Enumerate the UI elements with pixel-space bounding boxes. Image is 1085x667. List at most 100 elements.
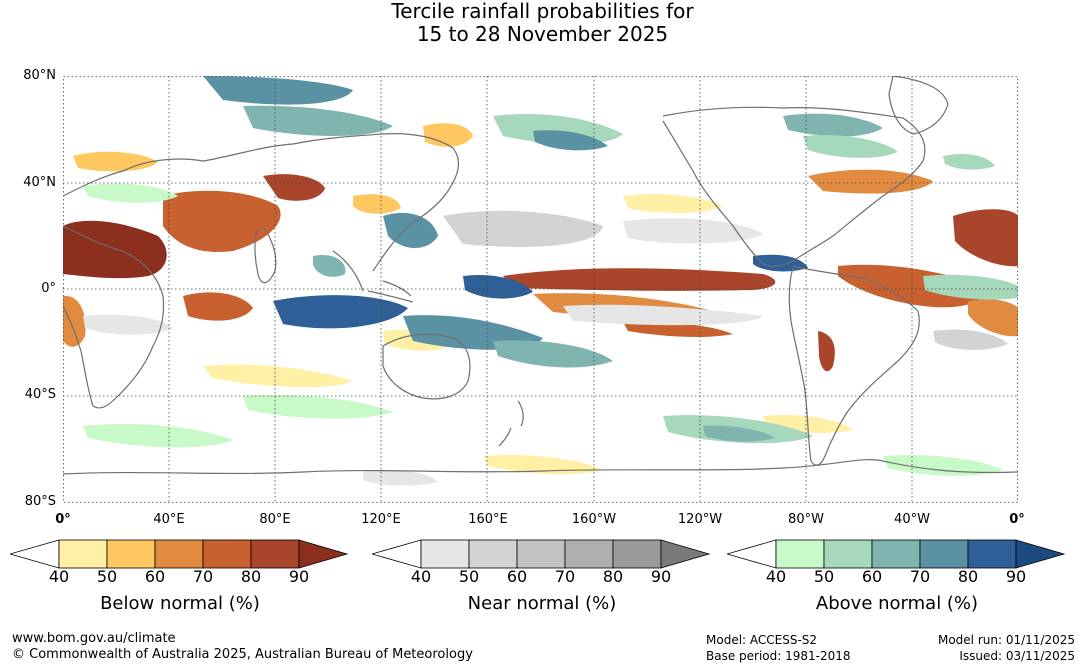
coastline-southeast-asia <box>332 250 414 303</box>
coastline-north-america <box>662 106 926 267</box>
footer-website: www.bom.gov.au/climate <box>12 631 176 646</box>
below-normal-region <box>203 364 353 388</box>
colorbar-cell-near-70-80 <box>564 539 614 569</box>
above-normal-region <box>883 454 1003 476</box>
above-normal-region <box>273 295 408 329</box>
below-normal-region <box>423 123 473 147</box>
below-normal-region <box>623 194 723 213</box>
lon-label-160w: 160°W <box>571 512 617 527</box>
lon-label-40w: 40°W <box>894 512 930 527</box>
lon-label-0-left: 0° <box>55 512 71 527</box>
coastline-india <box>254 225 277 284</box>
lat-label-40n: 40°N <box>23 175 56 190</box>
title-line-2: 15 to 28 November 2025 <box>416 22 669 46</box>
colorbar-cell-near-40-50 <box>420 539 470 569</box>
legend-tick: 90 <box>288 567 310 586</box>
legend-above-normal: 40 50 60 70 80 90 Above normal (%) <box>727 537 1072 617</box>
above-normal-region <box>943 154 995 170</box>
colorbar-cell-near-gt90 <box>660 539 711 569</box>
above-normal-region <box>83 423 233 448</box>
below-normal-region <box>483 454 603 475</box>
above-normal-region <box>203 76 353 105</box>
coastline-australia <box>382 333 471 400</box>
footer-issued: Issued: 03/11/2025 <box>959 649 1075 663</box>
map-shading <box>63 76 1018 486</box>
legend-tick: 90 <box>650 567 672 586</box>
legend-title-above-normal: Above normal (%) <box>815 593 979 614</box>
colorbar-cell-above-80-90 <box>967 539 1017 569</box>
legend-tick: 40 <box>410 567 432 586</box>
colorbar-cell-near-lt40 <box>372 539 422 569</box>
colorbar-cell-below-80-90 <box>250 539 300 569</box>
footer-model-run: Model run: 01/11/2025 <box>937 633 1075 647</box>
near-normal-region <box>443 210 603 247</box>
lat-label-80s: 80°S <box>24 494 56 509</box>
below-normal-region <box>183 292 253 321</box>
above-normal-region <box>803 134 898 158</box>
colorbar-cell-below-70-80 <box>202 539 252 569</box>
rainfall-probability-map <box>63 76 1018 503</box>
legend-tick: 80 <box>957 567 979 586</box>
legend-tick: 40 <box>48 567 70 586</box>
above-normal-region <box>83 183 178 203</box>
legend-title-below-normal: Below normal (%) <box>100 593 260 614</box>
lon-label-40e: 40°E <box>153 512 185 527</box>
above-normal-region <box>703 425 775 442</box>
legend-tick: 60 <box>861 567 883 586</box>
lon-label-80w: 80°W <box>788 512 824 527</box>
coastline-south-america <box>788 265 920 466</box>
below-normal-region <box>263 174 325 201</box>
legend-tick: 50 <box>458 567 480 586</box>
legend-tick: 80 <box>602 567 624 586</box>
below-normal-region <box>63 295 86 347</box>
below-normal-region <box>503 268 776 291</box>
map-svg <box>63 76 1018 503</box>
legend-tick: 70 <box>909 567 931 586</box>
colorbar-cell-near-60-70 <box>516 539 566 569</box>
above-normal-region <box>493 114 623 144</box>
lat-label-40s: 40°S <box>24 387 56 402</box>
title-line-1: Tercile rainfall probabilities for <box>391 0 694 23</box>
above-normal-region <box>753 254 808 272</box>
colorbar-cell-above-40-50 <box>775 539 825 569</box>
legend-tick: 60 <box>506 567 528 586</box>
legend-below-normal: 40 50 60 70 80 90 Below normal (%) <box>10 537 355 617</box>
near-normal-region <box>563 304 763 326</box>
above-normal-region <box>533 130 608 151</box>
legend-tick: 60 <box>144 567 166 586</box>
below-normal-region <box>818 331 835 372</box>
colorbar-cell-above-lt40 <box>727 539 777 569</box>
above-normal-region <box>383 212 438 248</box>
colorbar-cell-above-70-80 <box>919 539 969 569</box>
lat-label-equator: 0° <box>41 281 56 296</box>
near-normal-region <box>933 329 1008 350</box>
lon-label-160e: 160°E <box>468 512 508 527</box>
below-normal-region <box>808 169 933 194</box>
near-normal-region <box>83 314 173 335</box>
coastline-antarctica <box>63 459 1018 475</box>
legend-tick: 70 <box>192 567 214 586</box>
legend-tick: 90 <box>1005 567 1027 586</box>
lat-label-80n: 80°N <box>23 68 56 83</box>
colorbar-cell-near-50-60 <box>468 539 518 569</box>
lon-label-120w: 120°W <box>677 512 723 527</box>
legend-tick: 50 <box>813 567 835 586</box>
colorbar-cell-above-60-70 <box>871 539 921 569</box>
legend-tick: 50 <box>96 567 118 586</box>
coastline-europe-asia <box>63 133 460 272</box>
legend-tick: 80 <box>240 567 262 586</box>
below-normal-region <box>838 264 985 308</box>
below-normal-region <box>953 209 1018 267</box>
above-normal-region <box>923 274 1018 300</box>
colorbar-above-normal <box>727 539 1066 569</box>
below-normal-region <box>63 220 167 279</box>
colorbar-below-normal <box>10 539 349 569</box>
colorbar-cell-near-80-90 <box>612 539 662 569</box>
lon-label-80e: 80°E <box>259 512 291 527</box>
footer-model: Model: ACCESS-S2 <box>706 633 818 647</box>
colorbar-cell-above-50-60 <box>823 539 873 569</box>
above-normal-region <box>243 105 393 136</box>
above-normal-region <box>463 274 533 299</box>
above-normal-region <box>783 113 883 137</box>
graticule <box>63 76 1018 503</box>
